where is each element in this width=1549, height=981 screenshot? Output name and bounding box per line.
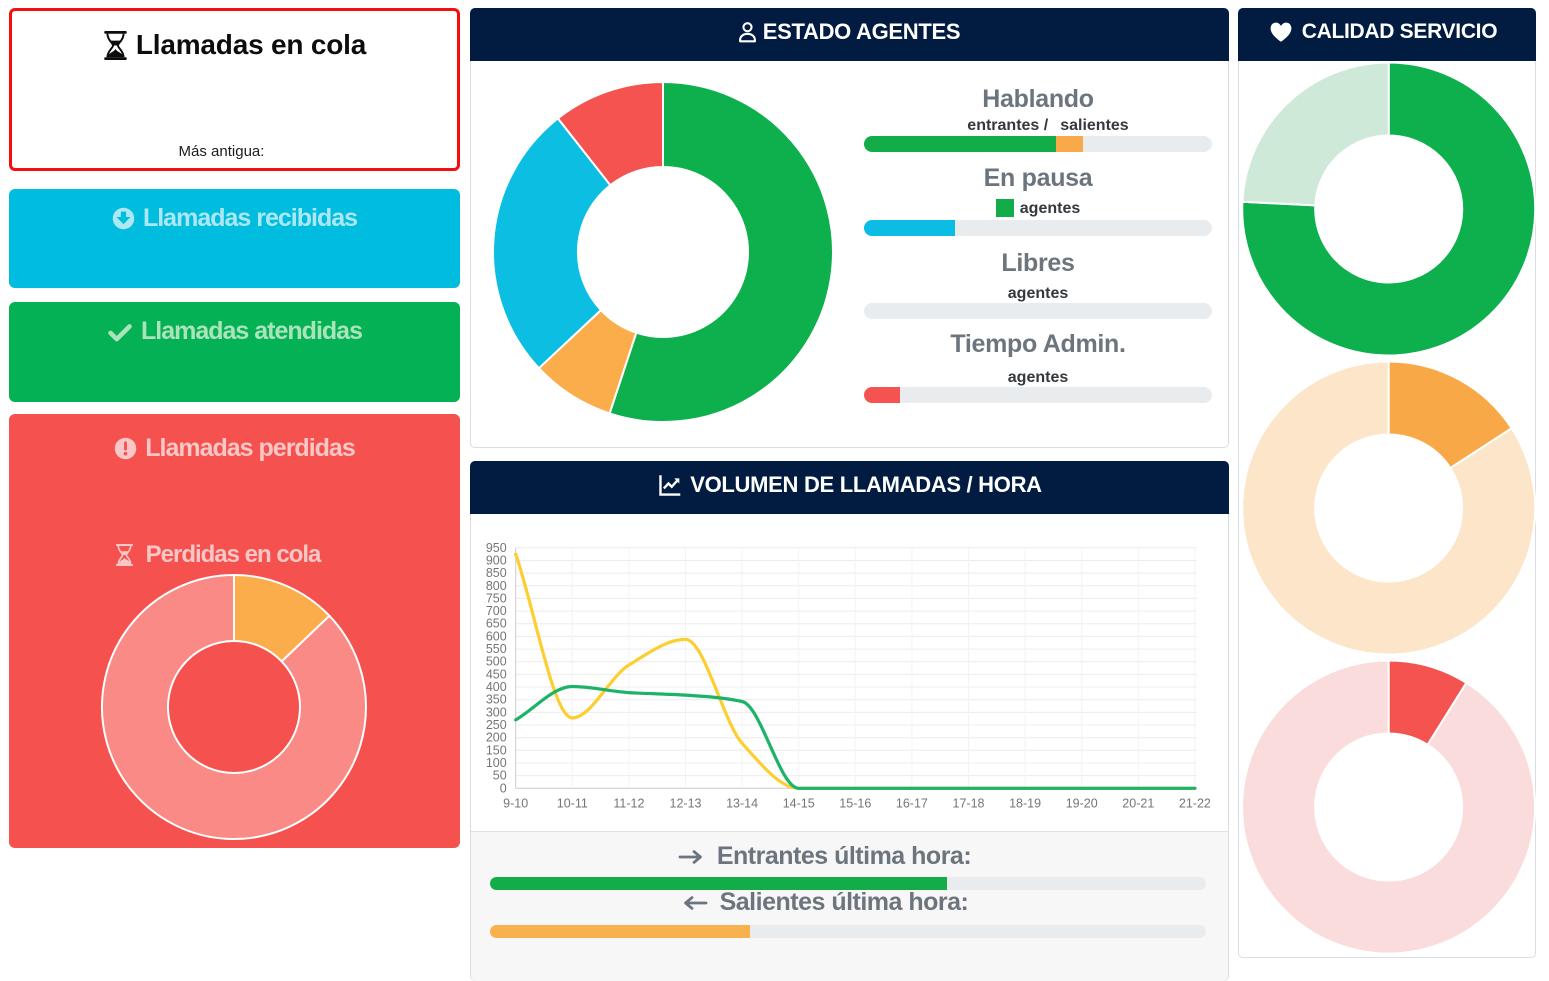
svg-text:18-19: 18-19 [1009,796,1041,810]
svg-text:13-14: 13-14 [726,796,758,810]
svg-text:14-15: 14-15 [783,796,815,810]
svg-text:11-12: 11-12 [613,796,644,810]
svg-text:50: 50 [493,769,507,783]
svg-text:450: 450 [486,667,507,681]
svg-text:400: 400 [486,680,507,694]
svg-text:650: 650 [486,617,507,631]
svg-text:850: 850 [486,566,507,580]
svg-text:10-11: 10-11 [557,796,588,810]
svg-text:300: 300 [486,705,507,719]
svg-text:150: 150 [486,743,507,757]
svg-text:350: 350 [486,693,507,707]
svg-text:15-16: 15-16 [839,796,871,810]
svg-text:16-17: 16-17 [896,796,928,810]
svg-text:12-13: 12-13 [670,796,702,810]
svg-text:900: 900 [486,554,507,568]
svg-text:750: 750 [486,591,507,605]
svg-text:500: 500 [486,655,507,669]
svg-text:700: 700 [486,604,507,618]
svg-text:550: 550 [486,642,507,656]
svg-text:950: 950 [486,541,507,555]
svg-text:19-20: 19-20 [1066,796,1098,810]
svg-text:0: 0 [500,781,507,795]
svg-text:100: 100 [486,756,507,770]
svg-text:17-18: 17-18 [953,796,985,810]
svg-text:600: 600 [486,629,507,643]
svg-text:250: 250 [486,718,507,732]
svg-text:20-21: 20-21 [1122,796,1154,810]
svg-text:800: 800 [486,579,507,593]
svg-text:200: 200 [486,731,507,745]
svg-text:21-22: 21-22 [1179,796,1211,810]
svg-text:9-10: 9-10 [503,796,528,810]
